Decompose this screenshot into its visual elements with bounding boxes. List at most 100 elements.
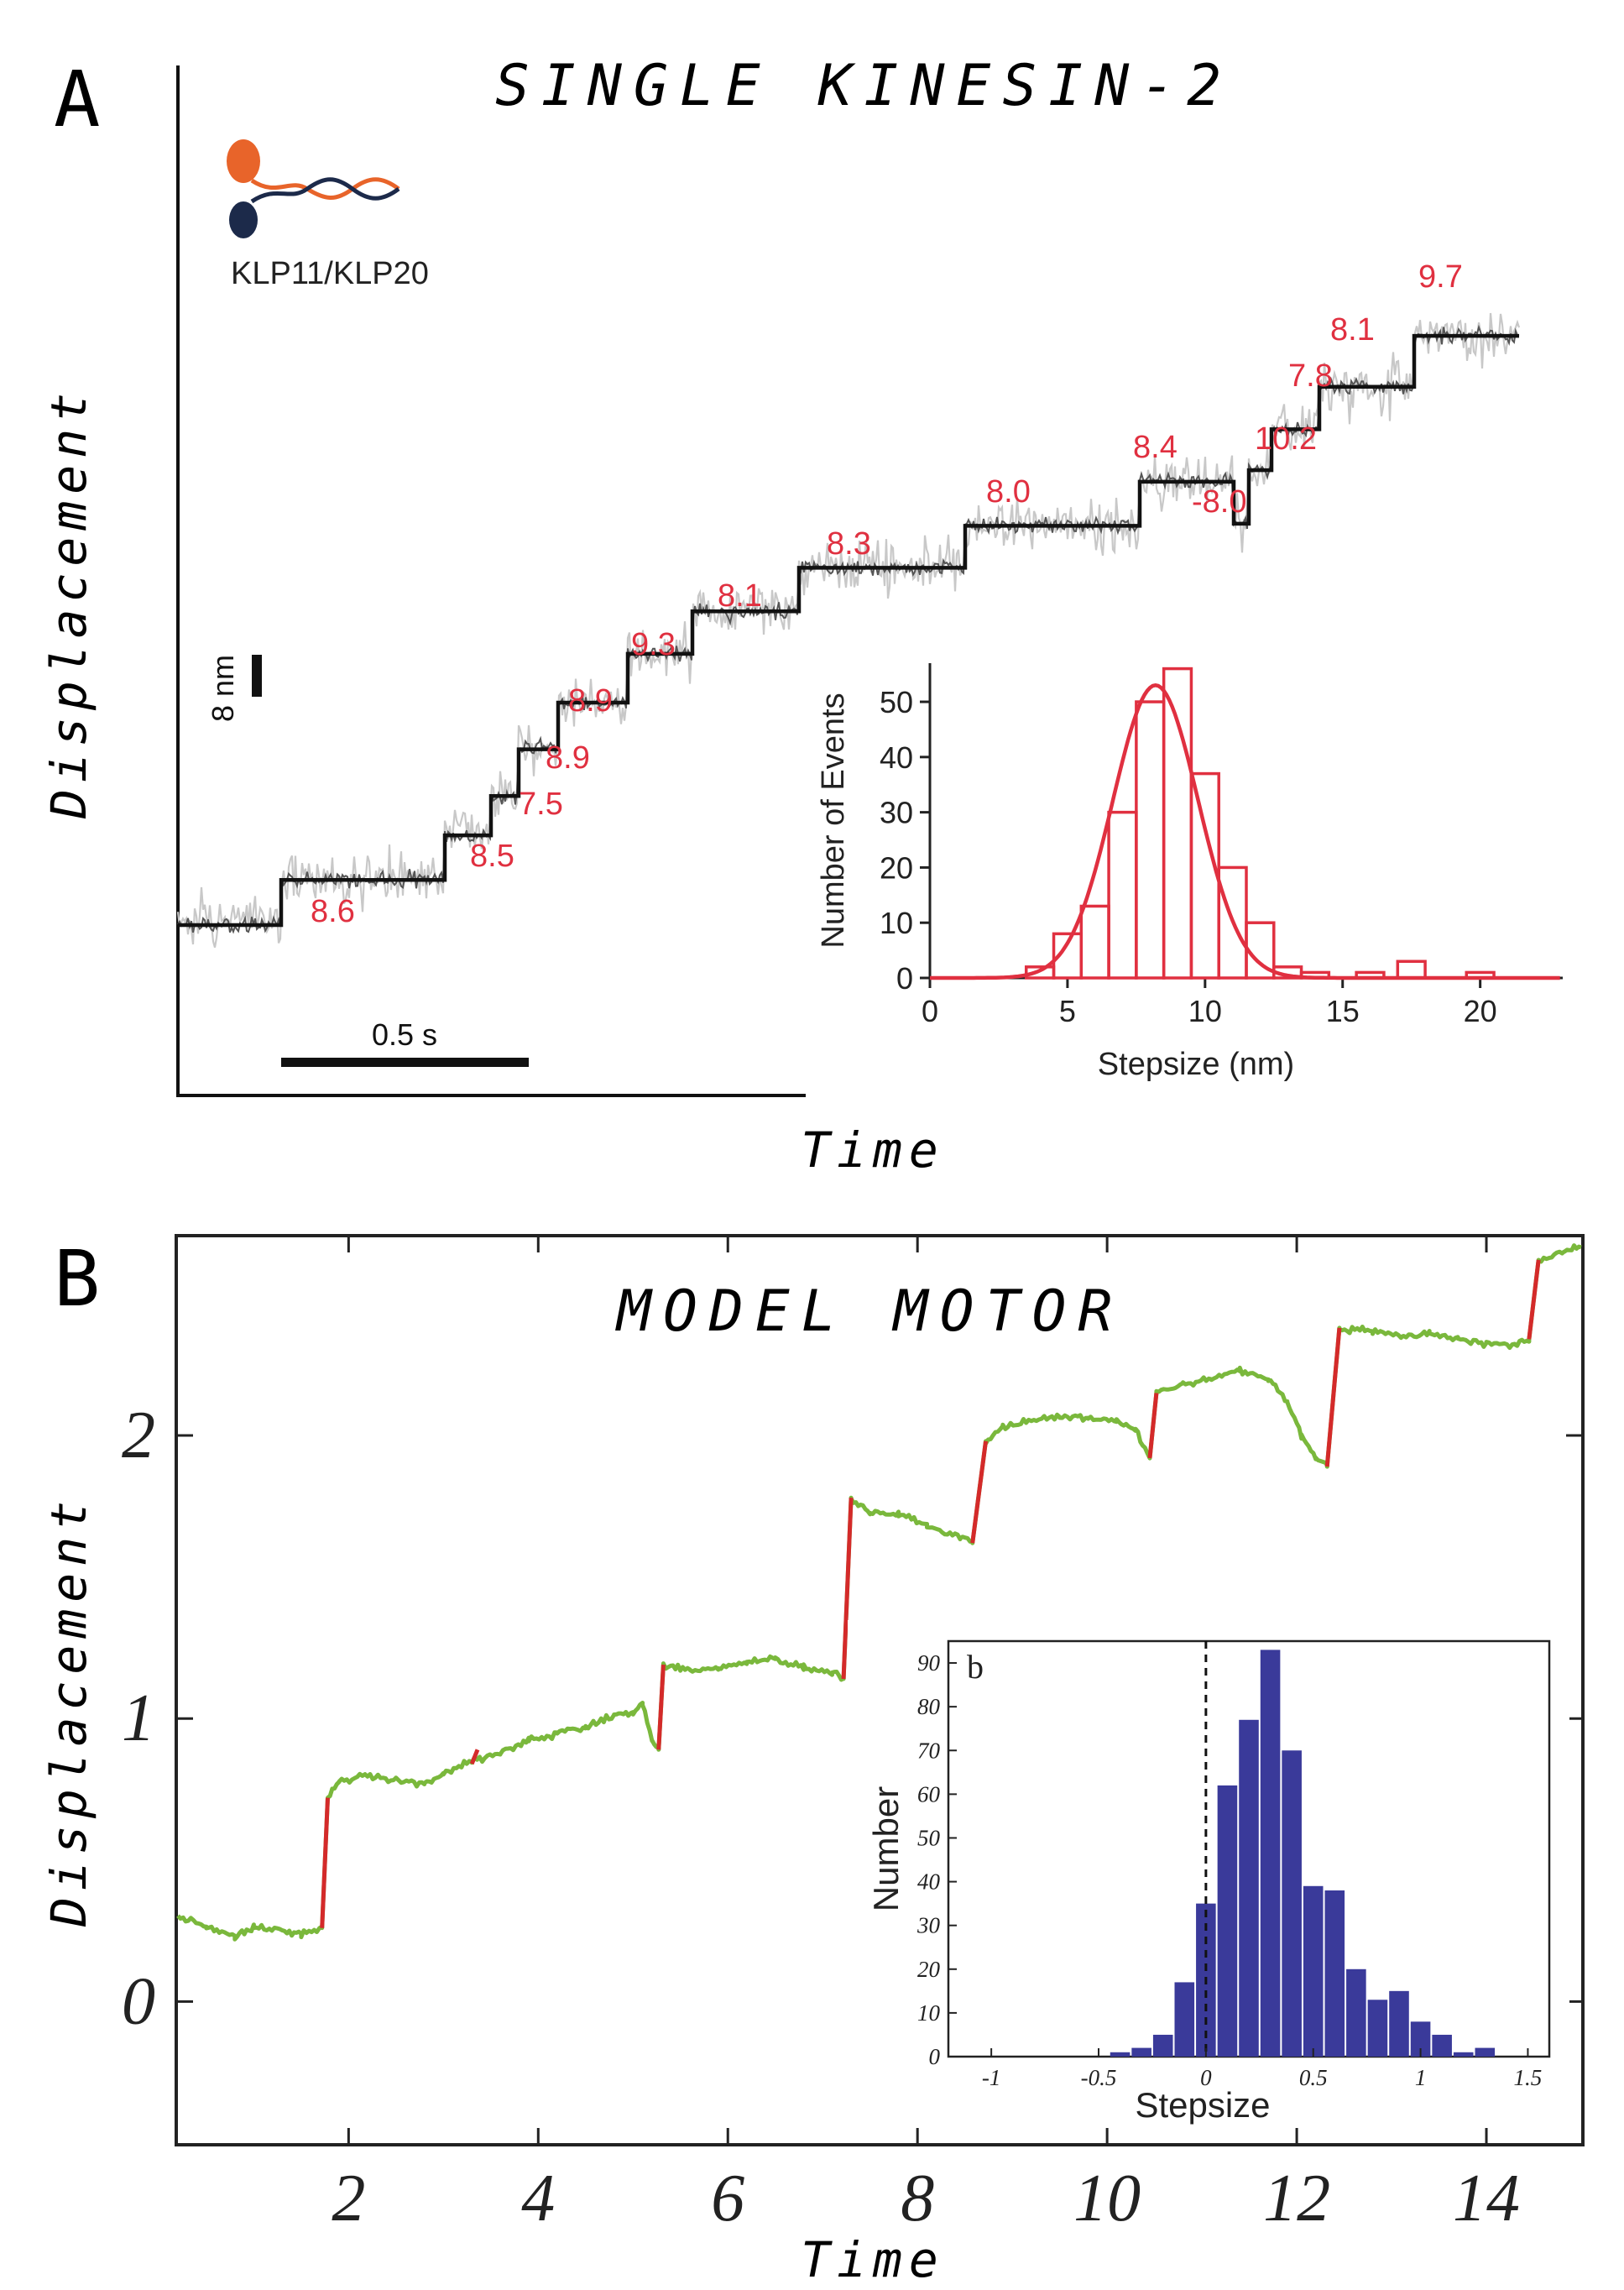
inset-b-histogram-bar [1282,1750,1302,2057]
molecule-label: KLP11/KLP20 [231,256,429,291]
panel-a-y-label: Displacement [40,386,97,819]
inset-a-y-tick-label: 10 [880,906,913,940]
inset-b-histogram-bar [1131,2047,1151,2057]
panel-b-x-tick-label: 8 [901,2162,934,2235]
panel-a-inset-histogram: 0 10 20 30 40 50 0 5 10 15 20 Stepsize (nm) Number o… [806,651,1574,1100]
inset-b-x-label: Stepsize [1135,2085,1270,2125]
model-step-segment [841,1498,854,1680]
inset-a-y-tick-label: 40 [880,740,913,775]
step-size-label: 8.6 [311,894,355,929]
inset-a-x-tick-label: 20 [1464,994,1497,1028]
step-size-label: 8.0 [986,474,1031,510]
inset-b-histogram-bar [1260,1650,1281,2057]
panel-a: A SINGLE KINESIN-2 Displacement Time 8.6… [40,53,1574,1179]
scale-bar-0-5s-label: 0.5 s [372,1017,437,1052]
inset-b-panel-label: b [967,1648,984,1686]
panel-a-trace [176,312,1521,948]
panel-b-x-tick-label: 6 [711,2162,744,2235]
inset-a-x-label: Stepsize (nm) [1098,1047,1294,1082]
panel-a-title: SINGLE KINESIN-2 [495,53,1233,119]
orange-head-icon [227,139,260,183]
panel-b-y-tick-label: 1 [122,1681,155,1755]
panel-a-step-labels: 8.6 8.57.5 8.9 8.9 9.3 8.1 8.3 8.0 8.4 -8.010.2 7.… [311,259,1463,929]
inset-b-histogram-bar [1346,1968,1366,2057]
step-size-label: -8.0 [1192,484,1246,520]
panel-a-x-label: Time [801,1121,945,1179]
step-size-label: 10.2 [1255,421,1317,457]
step-size-label: 8.1 [718,578,762,614]
model-step-segment [469,1749,480,1765]
panel-b-inset-histogram: 0 10 20 30 40 50 60 70 80 90 -1 -0.5 0 0.5 1 1.5 b Stepsi… [848,1620,1569,2125]
scale-bar-0-5s [281,1058,529,1067]
inset-b-y-tick-label: 70 [917,1738,941,1763]
inset-b-x-tick-label: -1 [982,2065,1001,2090]
navy-head-icon [229,201,258,238]
inset-a-gaussian-fit [930,682,1560,980]
inset-b-x-tick-label: -0.5 [1081,2065,1117,2090]
step-fit-line [178,333,1519,928]
inset-b-histogram-bar [1367,2000,1388,2057]
panel-b-x-tick-label: 14 [1453,2162,1520,2235]
inset-b-x-tick-label: 1 [1415,2065,1427,2090]
inset-b-histogram-bar [1174,1982,1195,2057]
panel-b-plot-frame [175,1234,1585,2146]
inset-a-y-tick-label: 0 [896,961,913,996]
panel-b-x-tick-label: 2 [332,2162,365,2235]
inset-b-histogram-bar [1324,1890,1345,2057]
step-size-label: 7.8 [1288,358,1333,394]
inset-b-x-tick-label: 1.5 [1514,2065,1543,2090]
inset-b-histogram-bar [1110,2052,1131,2057]
step-size-label: 7.5 [519,787,563,822]
inset-a-y-label: Number of Events [816,693,851,948]
inset-a-x-tick-label: 10 [1188,994,1222,1028]
panel-b-y-label: Displacement [40,1494,97,1927]
inset-b-y-tick-label: 40 [917,1869,941,1895]
panel-b-y-tick-label: 2 [122,1399,155,1472]
scale-bar-8nm-label: 8 nm [206,655,240,722]
panel-b-letter: B [54,1234,100,1324]
inset-b-histogram-bar [1389,1990,1409,2057]
inset-a-x-tick-label: 5 [1059,994,1076,1028]
inset-b-histogram-bar [1217,1785,1238,2057]
scale-bar-8nm [252,655,262,697]
inset-b-y-tick-label: 20 [917,1957,941,1982]
inset-b-histogram-bar [1453,2052,1474,2057]
panel-b-x-tick-label: 4 [521,2162,555,2235]
step-size-label: 8.9 [568,683,613,719]
inset-b-histogram-bar [1152,2034,1173,2057]
inset-b-histogram-bar [1475,2047,1496,2057]
model-step-segment [1527,1259,1541,1340]
step-size-label: 8.3 [827,526,871,562]
inset-a-y-tick-label: 50 [880,685,913,719]
inset-a-y-tick-label: 20 [880,850,913,885]
model-step-segment [1147,1393,1159,1459]
inset-b-y-tick-label: 30 [916,1913,941,1938]
inset-b-x-tick-label: 0 [1200,2065,1212,2090]
step-size-label: 8.5 [470,839,514,874]
inset-b-histogram-bar [1239,1719,1259,2057]
panel-b: B MODEL MOTOR Displacement Time 2 4 6 8 10 12… [40,1234,1585,2288]
step-size-label: 8.1 [1330,312,1375,348]
inset-b-histogram-bar [1432,2034,1452,2057]
model-step-segment [1324,1327,1342,1467]
inset-b-y-tick-label: 90 [917,1650,941,1676]
inset-b-y-tick-label: 10 [917,2000,941,2026]
model-step-segment [970,1440,989,1544]
inset-a-x-tick-label: 15 [1326,994,1360,1028]
kinesin-molecule-icon [227,139,400,238]
model-displacement-trace [176,1243,1582,1942]
step-size-label: 8.4 [1133,430,1178,465]
inset-b-y-tick-label: 80 [917,1694,941,1719]
inset-a-background [806,651,1574,1100]
raw-displacement-trace [176,312,1521,948]
panel-a-letter: A [54,55,100,144]
model-step-segment [656,1665,666,1750]
step-size-label: 9.3 [631,627,676,662]
panel-b-x-label: Time [801,2231,945,2288]
panel-b-trace [176,1243,1582,1942]
panel-b-x-tick-label: 10 [1073,2162,1141,2235]
step-size-label: 9.7 [1418,259,1463,295]
model-step-segment [320,1797,330,1928]
